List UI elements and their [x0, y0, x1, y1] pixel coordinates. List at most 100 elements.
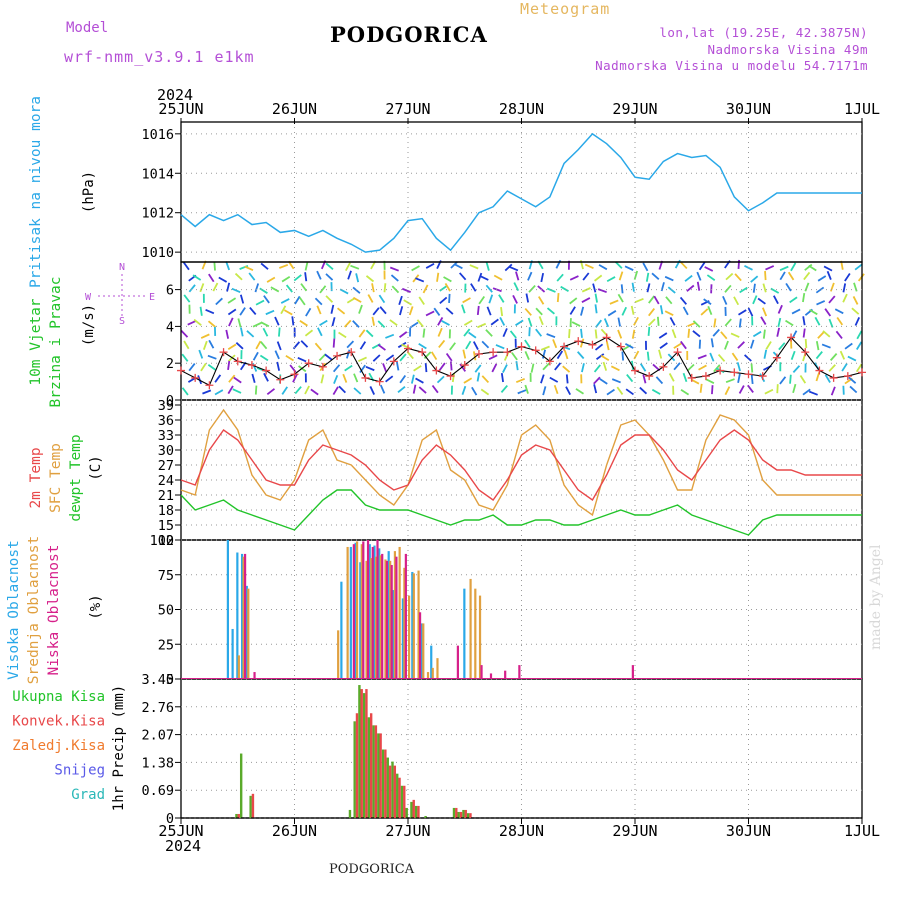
total-precip-bar: [424, 815, 427, 818]
wind-arrow: [828, 364, 836, 372]
wind-arrow: [252, 322, 262, 328]
wind-arrow: [664, 275, 674, 282]
wind-speed-marker: [787, 333, 796, 342]
wind-arrow: [485, 261, 490, 271]
wind-arrow: [787, 271, 795, 281]
total-precip-bar: [358, 685, 361, 818]
wind-speed-marker: [815, 366, 824, 375]
wind-arrow: [266, 276, 276, 283]
mid-cloud-bar: [247, 588, 250, 679]
wind-arrow: [465, 340, 472, 350]
wind-arrow: [603, 318, 610, 328]
wind-arrow: [673, 342, 682, 349]
wind-arrow: [486, 306, 492, 316]
wind-arrow: [279, 263, 289, 269]
wind-arrow: [765, 265, 775, 271]
wind-arrow: [682, 372, 688, 383]
wind-arrow: [761, 307, 768, 317]
high-cloud-bar: [401, 598, 404, 679]
wind-arrow: [789, 296, 798, 304]
wind-arrow: [626, 373, 634, 383]
wind-arrow: [620, 284, 624, 294]
wind-arrow: [330, 304, 335, 314]
low-cloud-bar: [243, 553, 247, 679]
wind-arrow: [207, 364, 217, 371]
wind-arrow: [399, 306, 404, 316]
wind-speed-marker: [829, 373, 838, 382]
total-precip-bar: [400, 785, 404, 818]
wind-arrow: [471, 386, 478, 396]
wind-arrow: [338, 385, 347, 394]
wind-arrow: [524, 384, 529, 394]
wind-arrow: [764, 271, 767, 281]
wind-arrow: [842, 293, 848, 303]
wind-arrow: [680, 389, 690, 396]
wind-arrow: [707, 305, 713, 315]
wind-arrow: [359, 341, 367, 350]
total-precip-bar: [377, 733, 380, 818]
wind-arrow: [399, 331, 408, 338]
wind-arrow: [717, 353, 726, 362]
wind-speed-marker: [247, 361, 256, 370]
wind-arrow: [304, 385, 310, 395]
wind-speed-marker: [687, 373, 696, 382]
wind-arrow: [263, 372, 269, 382]
wind-arrow: [817, 331, 825, 339]
compass-w-label: W: [85, 292, 92, 303]
wind-arrow: [276, 361, 281, 371]
wind-arrow: [671, 329, 677, 339]
total-precip-bar: [452, 807, 456, 818]
mid-cloud-bar: [237, 655, 240, 679]
wind-arrow: [618, 271, 624, 281]
wind-arrow: [791, 308, 801, 315]
wind-arrow: [789, 374, 792, 384]
wind-arrow: [208, 339, 215, 349]
wind-speed-marker: [659, 362, 668, 371]
wind-arrow: [839, 350, 846, 360]
wind-arrow: [213, 261, 216, 271]
wind-arrow: [227, 385, 234, 395]
wind-arrow: [479, 275, 489, 281]
wind-arrow: [538, 316, 544, 326]
total-precip-bar: [367, 717, 371, 818]
y-tick-label: 3.45: [141, 672, 174, 688]
wind-arrow: [856, 330, 863, 340]
wind-arrow: [673, 362, 681, 371]
wind-arrow: [350, 264, 360, 270]
wind-arrow: [319, 285, 327, 294]
mid-cloud-bar: [360, 544, 363, 679]
mid-cloud-bar: [355, 541, 359, 679]
wind-arrow: [251, 373, 256, 383]
wind-arrow: [347, 270, 352, 280]
wind-arrow: [855, 363, 863, 373]
wind-unit-label: (m/s): [81, 304, 97, 346]
wind-arrow: [568, 329, 571, 339]
wind-arrow: [692, 330, 701, 338]
wind-speed-marker: [772, 353, 781, 362]
high-cloud-bar: [463, 588, 466, 679]
precip-legend-0: Ukupna Kisa: [12, 689, 105, 705]
wind-arrow: [804, 282, 810, 292]
y-tick-label: 36: [158, 413, 174, 429]
wind-speed-marker: [446, 372, 455, 381]
wind-arrow: [752, 283, 756, 293]
mid-cloud-bar: [242, 556, 245, 679]
wind-arrow: [379, 384, 386, 394]
wind-arrow: [436, 272, 440, 282]
wind-arrow: [537, 296, 545, 305]
wind-arrow: [472, 341, 479, 350]
wind-arrow: [645, 272, 650, 282]
wind-arrow: [611, 378, 621, 384]
x-tick-label-top: 29JUN: [612, 100, 657, 118]
y-tick-label: 1010: [141, 245, 174, 261]
wind-arrow: [679, 261, 688, 270]
wind-arrow: [207, 320, 216, 328]
wind-arrow: [324, 353, 333, 361]
low-cloud-bar: [395, 556, 398, 679]
wind-arrow: [513, 282, 520, 292]
high-cloud-bar: [392, 590, 395, 679]
wind-arrow: [511, 352, 518, 361]
wind-speed-marker: [701, 372, 710, 381]
wind-arrow: [415, 377, 424, 384]
